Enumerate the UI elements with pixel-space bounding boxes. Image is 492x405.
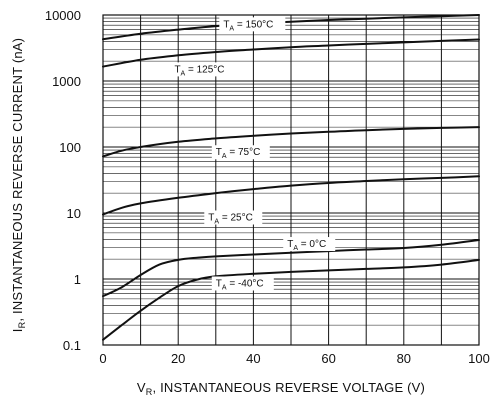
- y-tick-label: 10: [67, 206, 81, 221]
- y-axis-title: IR, INSTANTANEOUS REVERSE CURRENT (nA): [10, 38, 27, 332]
- y-tick-label: 0.1: [63, 338, 81, 353]
- series-label-0: TA = 150°C: [223, 19, 273, 32]
- x-tick-label: 40: [246, 351, 260, 366]
- x-tick-label: 0: [99, 351, 106, 366]
- series-line-1: [102, 38, 480, 68]
- series-label-bg: [170, 62, 237, 77]
- x-axis-title: VR, INSTANTANEOUS REVERSE VOLTAGE (V): [137, 380, 425, 397]
- axis-titles: VR, INSTANTANEOUS REVERSE VOLTAGE (V) IR,…: [10, 38, 425, 397]
- series-label-3: TA = 25°C: [208, 212, 253, 225]
- series-label-bg: [219, 17, 286, 32]
- grid: [103, 15, 479, 346]
- x-tick-label: 60: [321, 351, 335, 366]
- x-tick-labels: 0 20 40 60 80 100: [99, 351, 489, 366]
- series-label-2: TA = 75°C: [216, 147, 261, 160]
- series-label-4: TA = 0°C: [287, 239, 326, 252]
- series-line-4: [102, 239, 480, 298]
- series-label-bg: [283, 237, 336, 252]
- series-label-bg: [211, 276, 274, 291]
- series-label-bg: [211, 145, 270, 160]
- series-line-0: [102, 14, 480, 41]
- y-tick-label: 1: [74, 272, 81, 287]
- y-tick-label: 10000: [45, 8, 81, 23]
- series-line-5: [102, 258, 480, 341]
- x-tick-label: 20: [171, 351, 185, 366]
- series-label-bg: [204, 210, 263, 225]
- y-tick-label: 100: [59, 140, 81, 155]
- series-label-1: TA = 125°C: [174, 64, 224, 77]
- y-tick-labels: 0.1 1 10 100 1000 10000: [45, 8, 81, 353]
- plot-frame: [102, 14, 480, 346]
- series-label-5: TA = -40°C: [216, 278, 264, 291]
- series-line-3: [102, 175, 480, 216]
- x-tick-label: 100: [468, 351, 490, 366]
- x-tick-label: 80: [397, 351, 411, 366]
- series-labels: TA = 150°C TA = 125°C TA = 75°C TA = 25°C TA…: [170, 17, 336, 291]
- series-curves: [102, 14, 480, 341]
- y-tick-label: 1000: [52, 74, 81, 89]
- series-line-2: [102, 126, 480, 158]
